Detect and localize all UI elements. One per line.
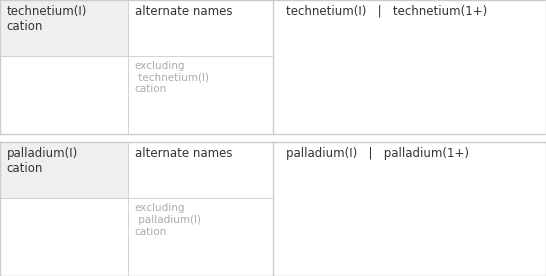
Text: palladium(I)   |   palladium(1+): palladium(I) | palladium(1+) (286, 147, 469, 160)
Text: alternate names: alternate names (135, 147, 233, 160)
Text: technetium(I)
cation: technetium(I) cation (7, 5, 87, 33)
Bar (0, 198, 128, 276)
Bar (0, 0, 128, 56)
Text: excluding
 technetium(I)
cation: excluding technetium(I) cation (135, 61, 209, 94)
Bar (0, 142, 128, 198)
Bar (128, 56, 273, 134)
Bar (273, 142, 546, 276)
Text: technetium(I)   |   technetium(1+): technetium(I) | technetium(1+) (286, 5, 488, 18)
Text: palladium(I)
cation: palladium(I) cation (7, 147, 78, 175)
Text: excluding
 palladium(I)
cation: excluding palladium(I) cation (135, 203, 201, 237)
Bar (128, 198, 273, 276)
Bar (128, 0, 273, 56)
Text: alternate names: alternate names (135, 5, 233, 18)
Bar (128, 142, 273, 198)
Bar (0, 56, 128, 134)
Bar (273, 0, 546, 134)
